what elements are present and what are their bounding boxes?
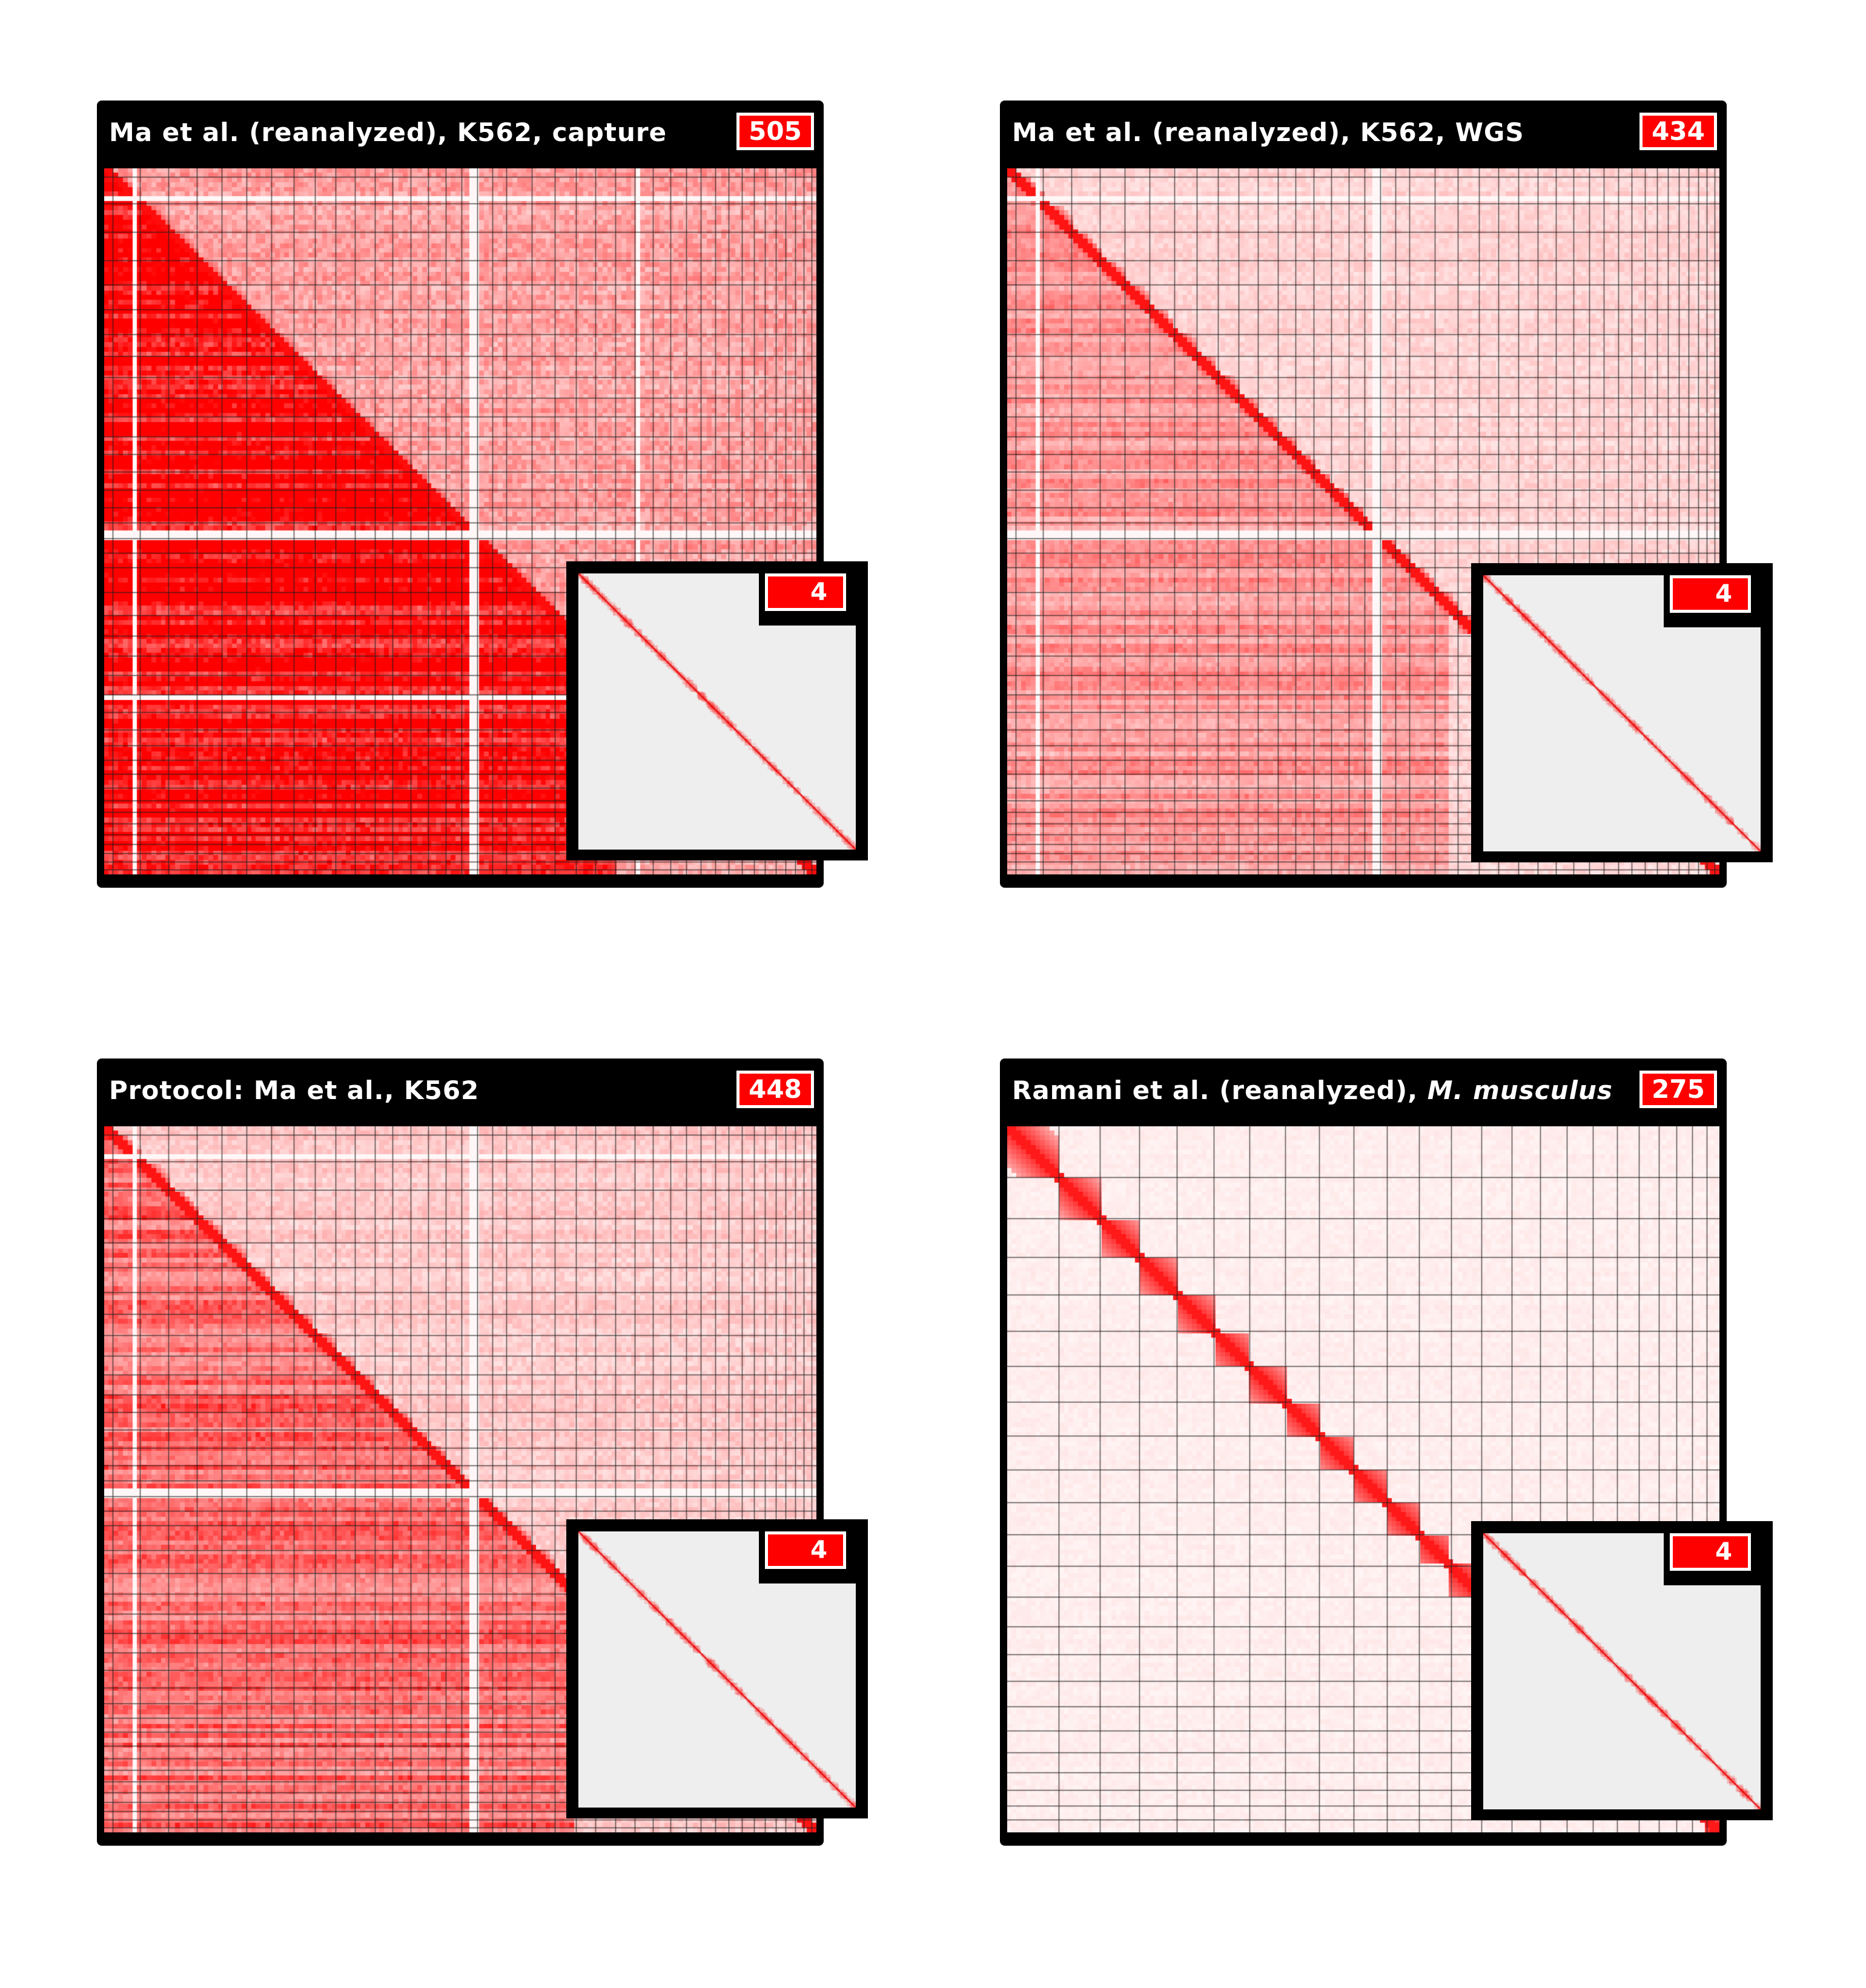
resolution-badge: 448 — [736, 1071, 814, 1108]
panel-title: Ramani et al. (reanalyzed), M. musculus — [1012, 1075, 1613, 1105]
panel-header: Ma et al. (reanalyzed), K562, WGS 434 — [1000, 101, 1727, 165]
heatmap-panel-ramani: Ramani et al. (reanalyzed), M. musculus … — [1000, 1058, 1773, 1846]
panel-title: Protocol: Ma et al., K562 — [109, 1075, 480, 1105]
resolution-badge: 434 — [1639, 113, 1717, 150]
inset-resolution-badge: 4 — [1670, 1533, 1751, 1571]
resolution-badge: 505 — [736, 113, 814, 150]
panel-header: Ma et al. (reanalyzed), K562, capture 50… — [97, 101, 824, 165]
inset-resolution-badge: 4 — [1670, 575, 1751, 613]
heatmap-panel-wgs: Ma et al. (reanalyzed), K562, WGS 434 4 — [1000, 101, 1773, 888]
panel-title: Ma et al. (reanalyzed), K562, WGS — [1012, 117, 1524, 147]
panel-header: Protocol: Ma et al., K562 448 — [97, 1058, 824, 1123]
panel-title: Ma et al. (reanalyzed), K562, capture — [109, 117, 667, 147]
inset-resolution-badge: 4 — [765, 1531, 846, 1569]
heatmap-panel-protocol: Protocol: Ma et al., K562 448 4 — [97, 1058, 868, 1846]
inset-resolution-badge: 4 — [765, 573, 846, 611]
heatmap-panel-capture: Ma et al. (reanalyzed), K562, capture 50… — [97, 101, 868, 888]
panel-header: Ramani et al. (reanalyzed), M. musculus … — [1000, 1058, 1727, 1123]
resolution-badge: 275 — [1639, 1071, 1717, 1108]
